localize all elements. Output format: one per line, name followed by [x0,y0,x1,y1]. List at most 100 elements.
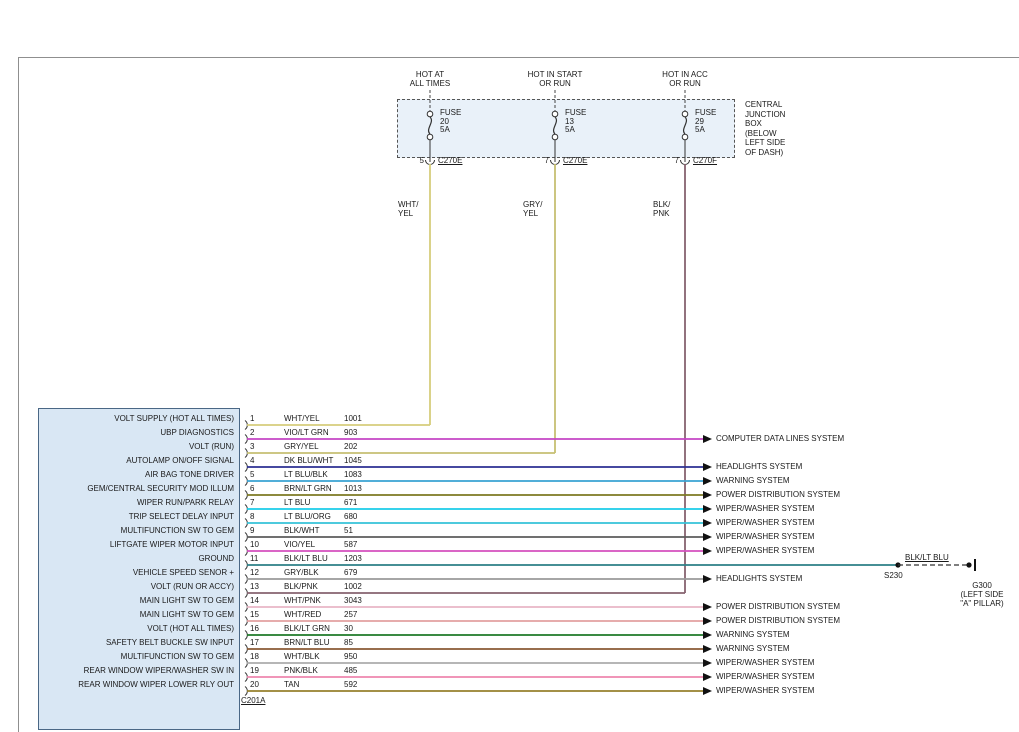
destination-label: WARNING SYSTEM [716,644,790,653]
wire-color-label: WHT/BLK [284,652,320,661]
circuit-number: 202 [344,442,358,451]
circuit-number: 3043 [344,596,362,605]
wire-color-label: WHT/PNK [284,596,321,605]
fuse-amps-label: 5A [695,125,705,134]
signal-label: GEM/CENTRAL SECURITY MOD ILLUM [87,484,234,493]
destination-label: WARNING SYSTEM [716,630,790,639]
destination-label: WIPER/WASHER SYSTEM [716,504,815,513]
cjb-pin-number: 7 [544,156,549,165]
wire-color-label: LT BLU [284,498,311,507]
hot-feed-label: ALL TIMES [409,79,451,88]
destination-label: COMPUTER DATA LINES SYSTEM [716,434,845,443]
destination-label: WIPER/WASHER SYSTEM [716,546,815,555]
destination-label: WIPER/WASHER SYSTEM [716,658,815,667]
pin-number: 9 [250,526,255,535]
circuit-number: 592 [344,680,358,689]
wire-color-label: BLK/PNK [284,582,318,591]
fuse-name-label: FUSE [565,108,587,117]
ground-id-label: G300 [972,581,992,590]
pin-number: 18 [250,652,259,661]
feed-wire-color-label: YEL [523,209,539,218]
pin-number: 12 [250,568,259,577]
signal-label: VEHICLE SPEED SENOR + [132,568,234,577]
circuit-number: 1001 [344,414,362,423]
signal-label: VOLT (RUN) [188,442,234,451]
pin-number: 14 [250,596,259,605]
signal-label: AIR BAG TONE DRIVER [144,470,234,479]
wire-color-label: GRY/BLK [284,568,319,577]
pin-number: 4 [250,456,255,465]
signal-label: VOLT SUPPLY (HOT ALL TIMES) [114,414,234,423]
circuit-number: 85 [344,638,353,647]
circuit-number: 1203 [344,554,362,563]
central-junction-box [397,99,735,158]
circuit-number: 1002 [344,582,362,591]
wire-color-label: DK BLU/WHT [284,456,334,465]
feed-wire-color-label: YEL [398,209,414,218]
cjb-label-line: CENTRAL [745,100,783,109]
circuit-number: 51 [344,526,353,535]
circuit-number: 30 [344,624,353,633]
ground-location-label: "A" PILLAR) [960,599,1004,608]
cjb-pin-number: 7 [674,156,679,165]
circuit-number: 679 [344,568,358,577]
feed-wire-color-label: PNK [653,209,670,218]
feed-wire-color-label: WHT/ [398,200,419,209]
pin-number: 13 [250,582,259,591]
cjb-label-line: LEFT SIDE [745,138,786,147]
hot-feed-label: OR RUN [539,79,571,88]
destination-label: WIPER/WASHER SYSTEM [716,686,815,695]
wire-color-label: VIO/YEL [284,540,316,549]
pin-number: 19 [250,666,259,675]
signal-label: VOLT (RUN OR ACCY) [150,582,234,591]
circuit-number: 680 [344,512,358,521]
feed-wire-color-label: BLK/ [653,200,671,209]
circuit-number: 903 [344,428,358,437]
circuit-number: 950 [344,652,358,661]
signal-label: LIFTGATE WIPER MOTOR INPUT [109,540,234,549]
destination-label: HEADLIGHTS SYSTEM [716,462,803,471]
destination-label: HEADLIGHTS SYSTEM [716,574,803,583]
pin-number: 1 [250,414,255,423]
cjb-connector-name: C270F [693,156,718,165]
wire-color-label: GRY/YEL [284,442,319,451]
hot-feed-label: HOT AT [415,70,445,79]
destination-label: POWER DISTRIBUTION SYSTEM [716,602,841,611]
destination-label: WIPER/WASHER SYSTEM [716,672,815,681]
signal-label: AUTOLAMP ON/OFF SIGNAL [126,456,234,465]
gem-module-box [38,408,240,730]
wire-color-label: BRN/LT GRN [284,484,332,493]
wire-color-label: VIO/LT GRN [284,428,329,437]
circuit-number: 257 [344,610,358,619]
connector-c201a-label: C201A [241,696,266,705]
circuit-number: 1083 [344,470,362,479]
wire-color-label: BLK/LT GRN [284,624,330,633]
ground-wire-label: BLK/LT BLU [905,553,949,562]
hot-feed-label: OR RUN [669,79,701,88]
destination-label: WARNING SYSTEM [716,476,790,485]
pin-number: 20 [250,680,259,689]
circuit-number: 671 [344,498,358,507]
signal-label: REAR WINDOW WIPER/WASHER SW IN [83,666,234,675]
signal-label: WIPER RUN/PARK RELAY [136,498,234,507]
cjb-label-line: (BELOW [745,128,777,138]
cjb-label-line: JUNCTION [745,109,786,119]
pin-number: 3 [250,442,255,451]
signal-label: MAIN LIGHT SW TO GEM [139,610,234,619]
fuse-name-label: FUSE [440,108,462,117]
pin-number: 2 [250,428,255,437]
signal-label: TRIP SELECT DELAY INPUT [128,512,234,521]
pin-number: 5 [250,470,255,479]
wire-color-label: BLK/LT BLU [284,554,328,563]
signal-label: MULTIFUNCTION SW TO GEM [120,652,234,661]
feed-wire-color-label: GRY/ [523,200,543,209]
fuse-number-label: 13 [565,117,574,126]
cjb-connector-name: C270E [438,156,463,165]
ground-location-label: (LEFT SIDE [960,590,1004,599]
cjb-label-line: BOX [745,119,762,128]
circuit-number: 1013 [344,484,362,493]
pin-number: 10 [250,540,259,549]
pin-number: 6 [250,484,255,493]
destination-label: POWER DISTRIBUTION SYSTEM [716,490,841,499]
